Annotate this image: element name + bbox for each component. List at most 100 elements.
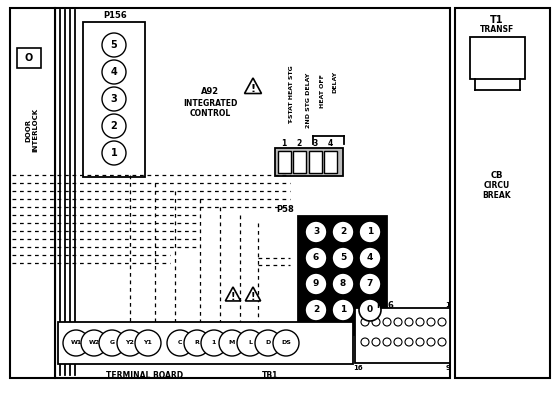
Text: !: !: [251, 292, 255, 302]
Text: P46: P46: [376, 301, 394, 310]
Circle shape: [305, 221, 327, 243]
Text: 3: 3: [313, 228, 319, 237]
Text: R: R: [194, 340, 199, 346]
Text: DELAY: DELAY: [332, 71, 337, 93]
Text: TRANSF: TRANSF: [480, 26, 514, 34]
Circle shape: [416, 318, 424, 326]
Text: T-STAT HEAT STG: T-STAT HEAT STG: [290, 66, 295, 124]
Text: G: G: [110, 340, 115, 346]
Circle shape: [361, 318, 369, 326]
Bar: [470, 37, 525, 79]
Circle shape: [405, 338, 413, 346]
Text: TERMINAL BOARD: TERMINAL BOARD: [106, 372, 183, 380]
Text: T1: T1: [490, 15, 504, 25]
Text: 2ND STG DELAY: 2ND STG DELAY: [305, 72, 310, 128]
Text: O: O: [25, 53, 33, 63]
Text: 1: 1: [111, 148, 117, 158]
Text: DOOR
INTERLOCK: DOOR INTERLOCK: [25, 108, 38, 152]
Bar: [355, 308, 450, 363]
Text: P156: P156: [103, 11, 127, 21]
Text: 2: 2: [313, 305, 319, 314]
Circle shape: [219, 330, 245, 356]
Circle shape: [273, 330, 299, 356]
Text: 0: 0: [367, 305, 373, 314]
Circle shape: [81, 330, 107, 356]
Text: 5: 5: [340, 254, 346, 263]
Text: 9: 9: [313, 280, 319, 288]
Circle shape: [305, 299, 327, 321]
Circle shape: [117, 330, 143, 356]
Circle shape: [332, 247, 354, 269]
Circle shape: [184, 330, 210, 356]
Circle shape: [394, 318, 402, 326]
Circle shape: [135, 330, 161, 356]
Circle shape: [167, 330, 193, 356]
Text: 2: 2: [340, 228, 346, 237]
Text: D: D: [265, 340, 270, 346]
Text: 2: 2: [111, 121, 117, 131]
Circle shape: [102, 60, 126, 84]
Circle shape: [361, 338, 369, 346]
Bar: [17, 48, 41, 68]
Text: 1: 1: [281, 139, 286, 147]
Circle shape: [237, 330, 263, 356]
Circle shape: [332, 273, 354, 295]
Circle shape: [359, 247, 381, 269]
Text: 1: 1: [212, 340, 216, 346]
Circle shape: [359, 299, 381, 321]
Circle shape: [99, 330, 125, 356]
Text: DS: DS: [281, 340, 291, 346]
Bar: [10, 8, 55, 378]
Bar: [278, 151, 291, 173]
Circle shape: [438, 318, 446, 326]
Circle shape: [427, 318, 435, 326]
Circle shape: [102, 114, 126, 138]
Bar: [455, 8, 550, 378]
Bar: [309, 151, 322, 173]
Text: 16: 16: [353, 365, 363, 371]
Text: L: L: [248, 340, 252, 346]
Text: 4: 4: [367, 254, 373, 263]
Text: CIRCU: CIRCU: [484, 181, 510, 190]
Circle shape: [255, 330, 281, 356]
Circle shape: [305, 273, 327, 295]
Circle shape: [405, 318, 413, 326]
Polygon shape: [225, 287, 240, 301]
Text: !: !: [250, 84, 255, 94]
Text: !: !: [230, 292, 235, 302]
Text: CB: CB: [491, 171, 503, 179]
Text: 8: 8: [356, 302, 361, 308]
Circle shape: [305, 247, 327, 269]
Polygon shape: [244, 78, 261, 94]
Text: 2: 2: [296, 139, 301, 147]
Circle shape: [427, 338, 435, 346]
Text: P58: P58: [276, 205, 294, 214]
Text: CONTROL: CONTROL: [189, 109, 230, 118]
Text: 8: 8: [340, 280, 346, 288]
Text: A92: A92: [201, 88, 219, 96]
Text: W2: W2: [89, 340, 100, 346]
Text: BREAK: BREAK: [483, 190, 511, 199]
Text: C: C: [178, 340, 182, 346]
Text: 1: 1: [445, 302, 450, 308]
Text: 1: 1: [340, 305, 346, 314]
Text: 5: 5: [111, 40, 117, 50]
Text: 9: 9: [445, 365, 450, 371]
Text: W1: W1: [70, 340, 81, 346]
Text: 4: 4: [327, 139, 332, 147]
Text: Y2: Y2: [126, 340, 135, 346]
Circle shape: [416, 338, 424, 346]
Circle shape: [359, 273, 381, 295]
Circle shape: [438, 338, 446, 346]
Bar: [55, 8, 450, 378]
Text: TB1: TB1: [262, 372, 278, 380]
Circle shape: [372, 338, 380, 346]
Circle shape: [383, 318, 391, 326]
Circle shape: [372, 318, 380, 326]
Circle shape: [63, 330, 89, 356]
Bar: [293, 151, 306, 173]
Text: 1: 1: [367, 228, 373, 237]
Circle shape: [332, 299, 354, 321]
Text: HEAT OFF: HEAT OFF: [320, 74, 325, 108]
Bar: [58, 322, 353, 364]
